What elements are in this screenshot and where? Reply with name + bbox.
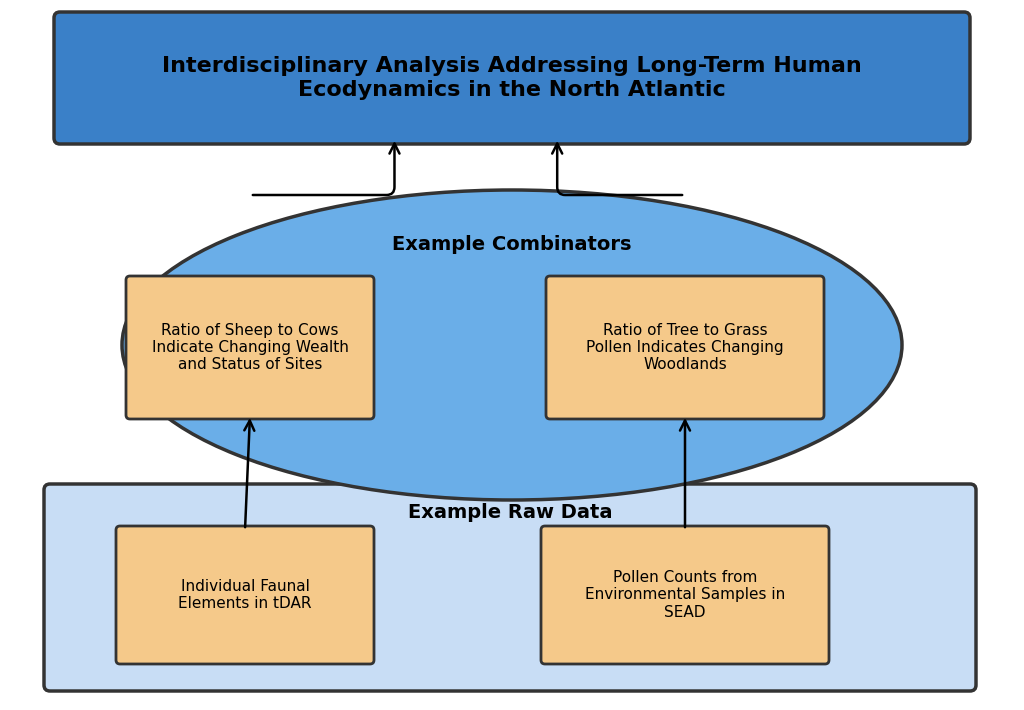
Text: Interdisciplinary Analysis Addressing Long-Term Human
Ecodynamics in the North A: Interdisciplinary Analysis Addressing Lo… <box>162 56 862 99</box>
Text: Individual Faunal
Elements in tDAR: Individual Faunal Elements in tDAR <box>178 579 311 611</box>
Text: Ratio of Sheep to Cows
Indicate Changing Wealth
and Status of Sites: Ratio of Sheep to Cows Indicate Changing… <box>152 322 348 373</box>
Text: Example Combinators: Example Combinators <box>392 236 632 254</box>
Text: Pollen Counts from
Environmental Samples in
SEAD: Pollen Counts from Environmental Samples… <box>585 570 785 620</box>
Text: Ratio of Tree to Grass
Pollen Indicates Changing
Woodlands: Ratio of Tree to Grass Pollen Indicates … <box>586 322 783 373</box>
FancyBboxPatch shape <box>541 526 829 664</box>
FancyBboxPatch shape <box>44 484 976 691</box>
FancyBboxPatch shape <box>54 12 970 144</box>
Ellipse shape <box>122 190 902 500</box>
FancyBboxPatch shape <box>116 526 374 664</box>
FancyBboxPatch shape <box>126 276 374 419</box>
Text: Example Raw Data: Example Raw Data <box>408 503 612 522</box>
FancyBboxPatch shape <box>546 276 824 419</box>
